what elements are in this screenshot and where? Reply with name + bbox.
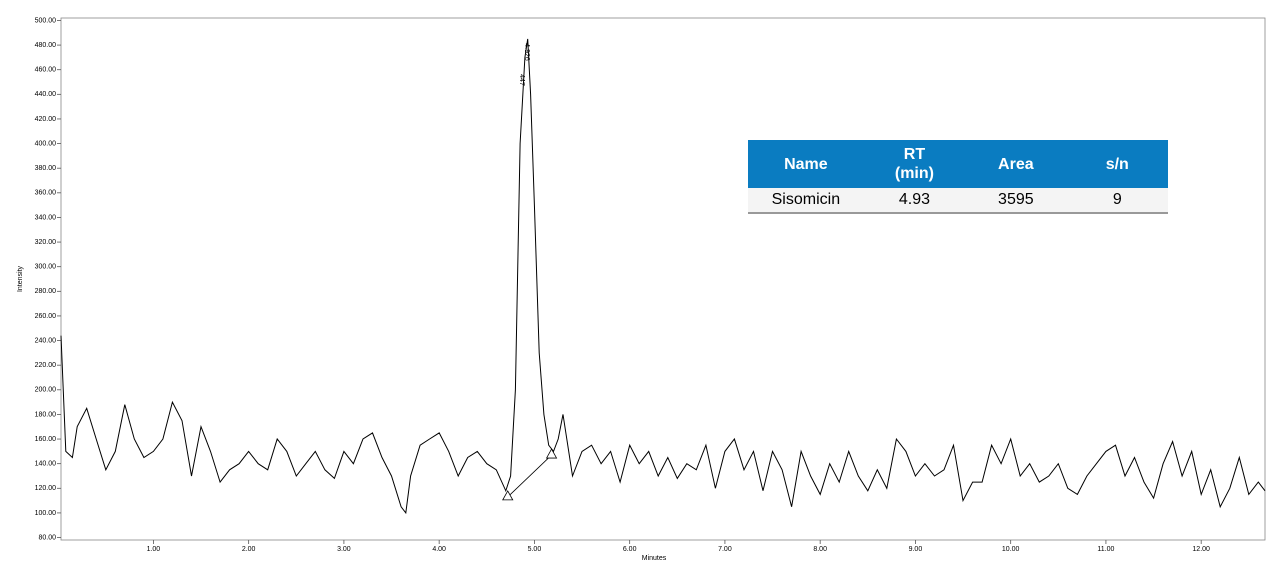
y-tick-label: 440.00 bbox=[35, 91, 57, 98]
y-tick-label: 280.00 bbox=[35, 288, 57, 295]
y-tick-label: 320.00 bbox=[35, 239, 57, 246]
y-tick-label: 500.00 bbox=[35, 17, 57, 24]
x-tick-label: 4.00 bbox=[432, 546, 446, 553]
header-cell: Area bbox=[965, 140, 1067, 188]
baseline bbox=[507, 454, 552, 498]
header-cell: RT (min) bbox=[863, 140, 966, 188]
y-tick-label: 120.00 bbox=[35, 485, 57, 492]
x-tick-label: 2.00 bbox=[242, 546, 256, 553]
y-tick-label: 480.00 bbox=[35, 42, 57, 49]
y-tick-label: 340.00 bbox=[35, 214, 57, 221]
y-tick-label: 380.00 bbox=[35, 165, 57, 172]
table-cell: 9 bbox=[1066, 188, 1168, 214]
y-axis-label: Intensity bbox=[17, 265, 24, 292]
y-tick-label: 420.00 bbox=[35, 116, 57, 123]
x-tick-label: 9.00 bbox=[909, 546, 923, 553]
table-row: Sisomicin 4.93 3595 9 bbox=[748, 188, 1168, 214]
y-tick-label: 200.00 bbox=[35, 387, 57, 394]
x-tick-label: 3.00 bbox=[337, 546, 351, 553]
peak-label: 4.926 bbox=[523, 43, 530, 61]
x-axis-label: Minutes bbox=[642, 555, 667, 562]
x-tick-label: 6.00 bbox=[623, 546, 637, 553]
y-tick-label: 240.00 bbox=[35, 337, 57, 344]
peak-marker bbox=[502, 490, 514, 501]
y-tick-label: 460.00 bbox=[35, 67, 57, 74]
y-tick-label: 100.00 bbox=[35, 510, 57, 517]
table-cell: 3595 bbox=[965, 188, 1067, 214]
y-tick-label: 260.00 bbox=[35, 313, 57, 320]
results-table: Name RT (min) Area s/n Sisomicin 4.93 3595 9 bbox=[748, 140, 1168, 214]
x-tick-label: 5.00 bbox=[528, 546, 542, 553]
header-text: RT (min) bbox=[894, 146, 934, 182]
x-tick-label: 11.00 bbox=[1097, 546, 1114, 553]
peak-marker bbox=[545, 448, 558, 459]
table-cell: Sisomicin bbox=[748, 188, 864, 214]
peak-label: 447 bbox=[518, 74, 525, 86]
y-tick-label: 400.00 bbox=[35, 140, 57, 147]
header-text: Area bbox=[998, 155, 1034, 173]
x-tick-label: 10.00 bbox=[1002, 546, 1020, 553]
table-cell: 4.93 bbox=[863, 188, 966, 214]
x-tick-label: 12.00 bbox=[1192, 546, 1210, 553]
trace bbox=[60, 38, 1266, 515]
x-tick-label: 8.00 bbox=[813, 546, 827, 553]
header-cell: Name bbox=[748, 140, 864, 188]
header-cell: s/n bbox=[1066, 140, 1168, 188]
y-tick-label: 360.00 bbox=[35, 190, 57, 197]
y-tick-label: 300.00 bbox=[35, 264, 57, 271]
x-tick-label: 7.00 bbox=[718, 546, 732, 553]
header-text: s/n bbox=[1105, 155, 1129, 173]
y-tick-label: 220.00 bbox=[35, 362, 57, 369]
y-tick-label: 180.00 bbox=[35, 411, 57, 418]
y-tick-label: 80.00 bbox=[38, 534, 56, 541]
header-row: Name RT (min) Area s/n bbox=[748, 140, 1168, 188]
y-tick-label: 140.00 bbox=[35, 461, 57, 468]
y-tick-label: 160.00 bbox=[35, 436, 57, 443]
plot-frame bbox=[60, 17, 1266, 541]
x-tick-label: 1.00 bbox=[147, 546, 161, 553]
header-text: Name bbox=[784, 155, 828, 173]
